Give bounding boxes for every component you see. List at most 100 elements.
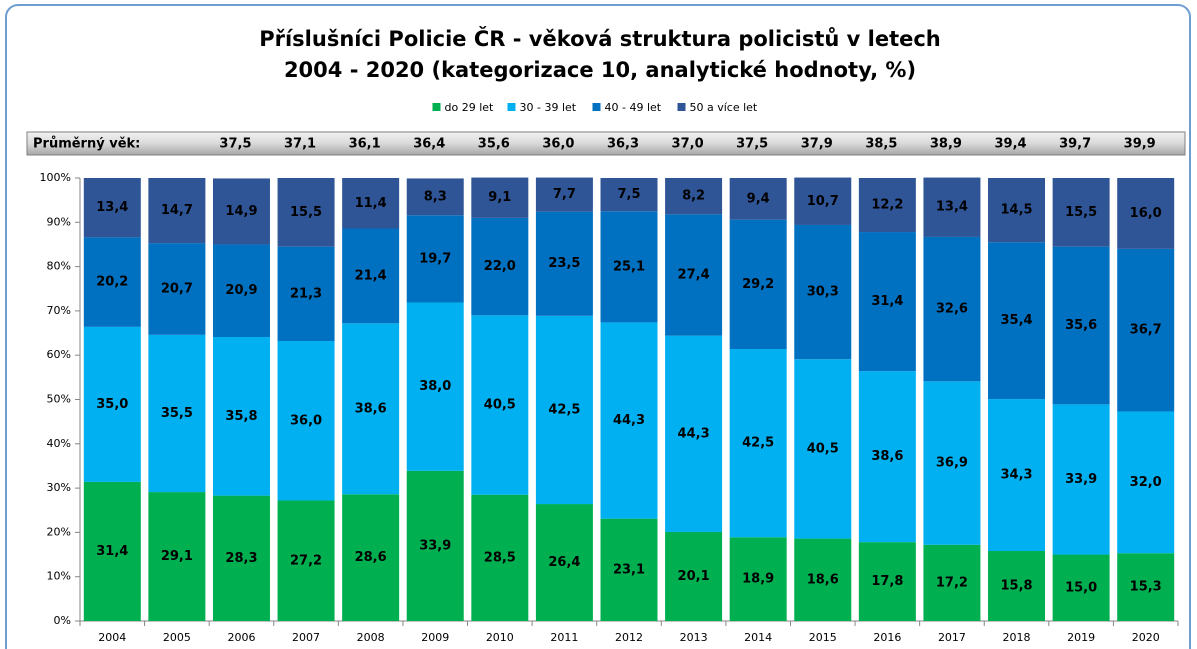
x-tick-label: 2004 bbox=[98, 631, 126, 644]
x-tick-label: 2016 bbox=[873, 631, 901, 644]
data-label: 44,3 bbox=[613, 413, 645, 428]
data-label: 35,6 bbox=[1065, 318, 1097, 333]
x-tick-label: 2015 bbox=[809, 631, 837, 644]
data-label: 27,2 bbox=[290, 553, 322, 568]
bar-segment bbox=[342, 178, 400, 229]
y-tick-label: 50% bbox=[47, 393, 71, 406]
legend-swatch bbox=[677, 103, 686, 111]
bar-segment bbox=[83, 178, 141, 238]
y-tick-label: 90% bbox=[47, 215, 71, 228]
bar-segment bbox=[406, 215, 464, 303]
bar-segment bbox=[212, 337, 270, 496]
bar-segment bbox=[729, 178, 787, 220]
bar-segment bbox=[406, 178, 464, 216]
bar-segment bbox=[794, 538, 852, 621]
x-tick-label: 2005 bbox=[163, 631, 191, 644]
y-tick-label: 60% bbox=[47, 348, 71, 361]
data-label: 20,9 bbox=[225, 283, 257, 298]
average-label: Průměrný věk: bbox=[33, 137, 140, 152]
data-label: 14,5 bbox=[1000, 203, 1032, 218]
data-label: 23,5 bbox=[548, 256, 580, 271]
bar-segment bbox=[277, 178, 335, 247]
data-label: 9,1 bbox=[488, 190, 511, 205]
bar-segment bbox=[923, 544, 981, 621]
data-label: 20,2 bbox=[96, 275, 128, 290]
data-label: 26,4 bbox=[548, 555, 580, 570]
x-tick-label: 2011 bbox=[550, 631, 578, 644]
data-label: 18,9 bbox=[742, 572, 774, 587]
bar-segment bbox=[600, 322, 658, 519]
data-label: 19,7 bbox=[419, 251, 451, 266]
bar-segment bbox=[600, 178, 658, 212]
chart-title: 2004 - 2020 (kategorizace 10, analytické… bbox=[284, 58, 916, 82]
y-tick-label: 80% bbox=[47, 260, 71, 273]
data-label: 32,6 bbox=[936, 302, 968, 317]
y-tick-label: 10% bbox=[47, 570, 71, 583]
data-label: 40,5 bbox=[807, 441, 839, 456]
x-tick-label: 2009 bbox=[421, 631, 449, 644]
x-tick-label: 2010 bbox=[486, 631, 514, 644]
bar-segment bbox=[1052, 404, 1110, 555]
y-tick-label: 70% bbox=[47, 304, 71, 317]
data-label: 44,3 bbox=[678, 426, 710, 441]
data-label: 35,4 bbox=[1000, 313, 1032, 328]
legend-swatch bbox=[507, 103, 516, 111]
data-label: 21,4 bbox=[355, 268, 387, 283]
bar-segment bbox=[212, 495, 270, 621]
bar-segment bbox=[1052, 178, 1110, 247]
data-label: 15,3 bbox=[1130, 580, 1162, 595]
data-label: 23,1 bbox=[613, 562, 645, 577]
bar-segment bbox=[1117, 553, 1175, 621]
data-label: 29,1 bbox=[161, 549, 193, 564]
bar-segment bbox=[923, 177, 981, 237]
bar-segment bbox=[83, 237, 141, 327]
bar-segment bbox=[794, 224, 852, 360]
bar-segment bbox=[471, 177, 529, 218]
data-label: 13,4 bbox=[936, 200, 968, 215]
bar-segment bbox=[794, 177, 852, 225]
bar-segment bbox=[858, 178, 916, 233]
data-label: 34,3 bbox=[1000, 468, 1032, 483]
data-label: 15,0 bbox=[1065, 580, 1097, 595]
bar-segment bbox=[665, 531, 723, 621]
bar-segment bbox=[148, 492, 206, 621]
bar-segment bbox=[600, 518, 658, 621]
data-label: 35,5 bbox=[161, 406, 193, 421]
bar-segment bbox=[1052, 554, 1110, 621]
bar-segment bbox=[600, 211, 658, 323]
bar-segment bbox=[1117, 178, 1175, 249]
bar-segment bbox=[858, 371, 916, 543]
bar-segment bbox=[535, 177, 593, 212]
data-label: 31,4 bbox=[96, 544, 128, 559]
average-value: 36,1 bbox=[349, 137, 381, 152]
x-tick-label: 2012 bbox=[615, 631, 643, 644]
bar-segment bbox=[665, 335, 723, 532]
average-value: 39,7 bbox=[1059, 137, 1091, 152]
bar-segment bbox=[212, 178, 270, 245]
legend-label: 30 - 39 let bbox=[520, 101, 577, 114]
data-label: 35,8 bbox=[225, 409, 257, 424]
data-label: 33,9 bbox=[419, 538, 451, 553]
legend-label: 50 a více let bbox=[690, 101, 758, 114]
data-label: 38,0 bbox=[419, 379, 451, 394]
bar-segment bbox=[1117, 248, 1175, 412]
data-label: 10,7 bbox=[807, 194, 839, 209]
bar-segment bbox=[471, 494, 529, 621]
bar-segment bbox=[406, 470, 464, 621]
data-label: 40,5 bbox=[484, 398, 516, 413]
x-tick-label: 2019 bbox=[1067, 631, 1095, 644]
average-value: 37,1 bbox=[284, 137, 316, 152]
bar-segment bbox=[794, 359, 852, 539]
bar-segment bbox=[858, 232, 916, 372]
bar-segment bbox=[729, 537, 787, 621]
data-label: 36,7 bbox=[1130, 323, 1162, 338]
average-row bbox=[26, 131, 1186, 156]
data-label: 17,2 bbox=[936, 575, 968, 590]
data-label: 15,5 bbox=[290, 205, 322, 220]
average-value: 37,5 bbox=[219, 137, 251, 152]
bar-segment bbox=[535, 504, 593, 621]
data-label: 36,0 bbox=[290, 413, 322, 428]
legend-swatch bbox=[432, 103, 441, 111]
data-label: 17,8 bbox=[871, 574, 903, 589]
